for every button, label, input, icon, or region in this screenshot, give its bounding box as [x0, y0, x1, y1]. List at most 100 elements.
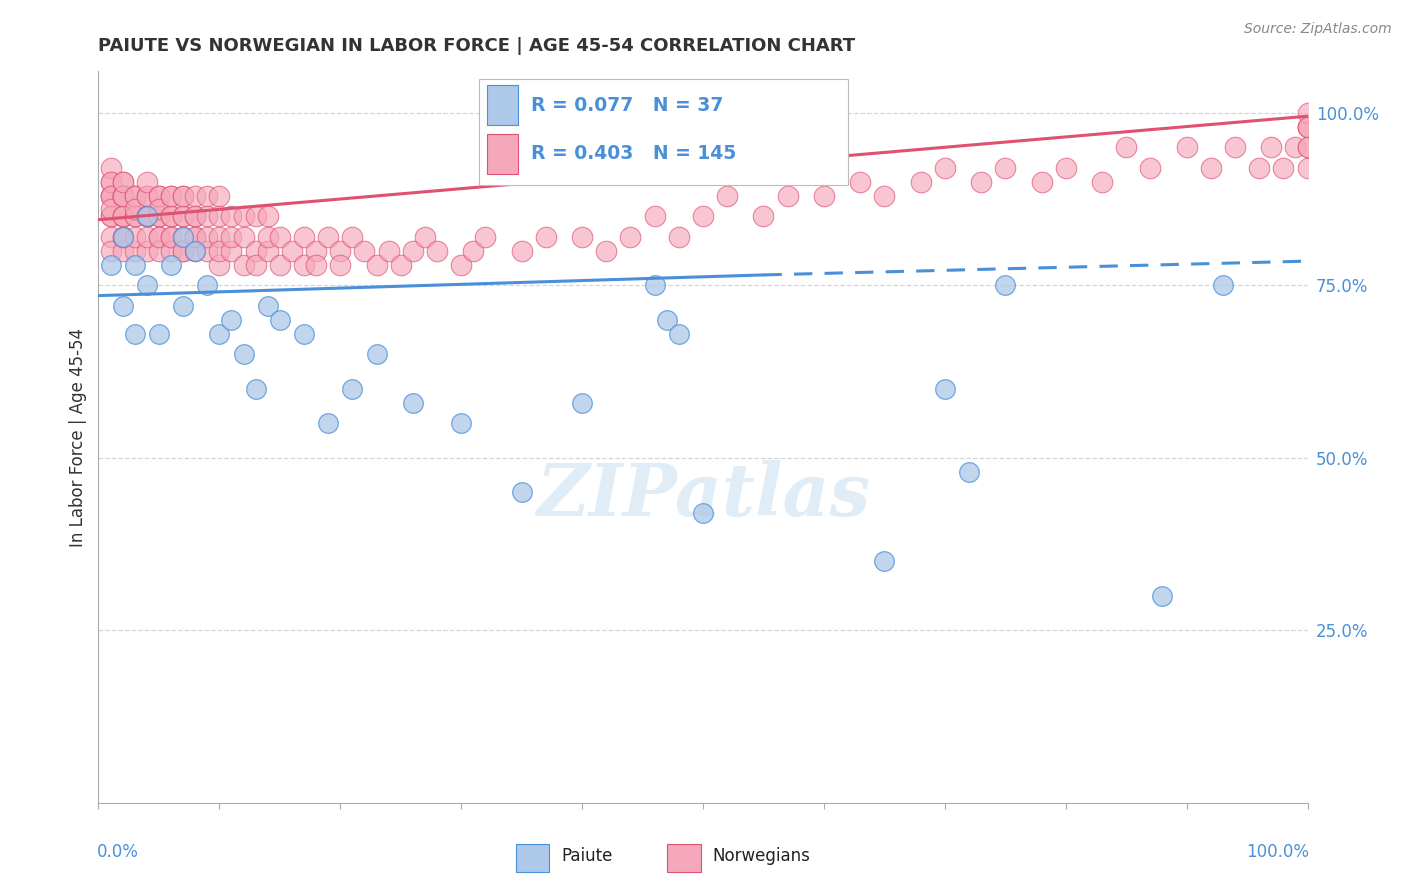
Point — [329, 244, 352, 258]
Point — [148, 326, 170, 341]
Point — [124, 209, 146, 223]
Text: R = 0.403   N = 145: R = 0.403 N = 145 — [531, 145, 737, 163]
Point — [256, 244, 278, 258]
Point — [100, 230, 122, 244]
Point — [1139, 161, 1161, 175]
Point — [195, 209, 218, 223]
Text: 0.0%: 0.0% — [97, 843, 139, 861]
FancyBboxPatch shape — [516, 844, 550, 871]
Point — [160, 209, 183, 223]
Point — [184, 188, 207, 202]
Text: Norwegians: Norwegians — [713, 847, 810, 865]
Point — [195, 230, 218, 244]
Point — [148, 209, 170, 223]
Point — [221, 230, 243, 244]
Text: Source: ZipAtlas.com: Source: ZipAtlas.com — [1244, 22, 1392, 37]
Point — [510, 244, 533, 258]
Point — [111, 188, 134, 202]
Point — [1031, 175, 1053, 189]
Y-axis label: In Labor Force | Age 45-54: In Labor Force | Age 45-54 — [69, 327, 87, 547]
Point — [111, 175, 134, 189]
Point — [256, 299, 278, 313]
Point — [111, 209, 134, 223]
Point — [208, 258, 231, 272]
Point — [1115, 140, 1137, 154]
Point — [172, 188, 194, 202]
Point — [668, 326, 690, 341]
Point — [232, 230, 254, 244]
Point — [668, 230, 690, 244]
Point — [160, 244, 183, 258]
Point — [849, 175, 872, 189]
Point — [208, 326, 231, 341]
Point — [377, 244, 399, 258]
Point — [111, 209, 134, 223]
Point — [1249, 161, 1271, 175]
Point — [1199, 161, 1222, 175]
Point — [292, 230, 315, 244]
Point — [208, 188, 231, 202]
Point — [1296, 120, 1319, 134]
Point — [172, 244, 194, 258]
Point — [1296, 120, 1319, 134]
Point — [534, 230, 557, 244]
Point — [111, 230, 134, 244]
Point — [221, 244, 243, 258]
Point — [111, 188, 134, 202]
Point — [910, 175, 932, 189]
Point — [245, 258, 267, 272]
Point — [305, 244, 328, 258]
FancyBboxPatch shape — [666, 844, 700, 871]
Point — [172, 188, 194, 202]
Point — [342, 382, 364, 396]
Point — [184, 209, 207, 223]
Point — [366, 258, 388, 272]
Point — [934, 382, 956, 396]
Point — [1091, 175, 1114, 189]
Point — [366, 347, 388, 361]
Point — [389, 258, 412, 272]
Point — [148, 202, 170, 217]
Point — [111, 188, 134, 202]
Point — [232, 209, 254, 223]
Point — [232, 347, 254, 361]
Point — [111, 299, 134, 313]
Point — [329, 258, 352, 272]
Point — [994, 278, 1017, 293]
FancyBboxPatch shape — [479, 78, 848, 185]
Point — [195, 278, 218, 293]
Point — [184, 230, 207, 244]
Point — [172, 230, 194, 244]
Point — [934, 161, 956, 175]
Point — [571, 395, 593, 409]
Point — [135, 278, 157, 293]
Point — [100, 258, 122, 272]
Point — [135, 244, 157, 258]
Point — [342, 230, 364, 244]
Point — [1296, 140, 1319, 154]
Point — [292, 326, 315, 341]
Point — [124, 326, 146, 341]
Point — [413, 230, 436, 244]
Point — [184, 244, 207, 258]
Point — [148, 209, 170, 223]
Point — [172, 209, 194, 223]
Point — [135, 188, 157, 202]
Point — [221, 209, 243, 223]
Point — [172, 230, 194, 244]
Point — [1296, 105, 1319, 120]
Point — [873, 554, 896, 568]
Point — [135, 209, 157, 223]
Point — [124, 188, 146, 202]
Point — [450, 417, 472, 431]
Point — [160, 230, 183, 244]
Point — [111, 230, 134, 244]
Point — [135, 209, 157, 223]
Point — [221, 312, 243, 326]
Point — [353, 244, 375, 258]
Point — [426, 244, 449, 258]
Point — [208, 230, 231, 244]
Point — [148, 230, 170, 244]
Point — [957, 465, 980, 479]
Point — [402, 244, 425, 258]
